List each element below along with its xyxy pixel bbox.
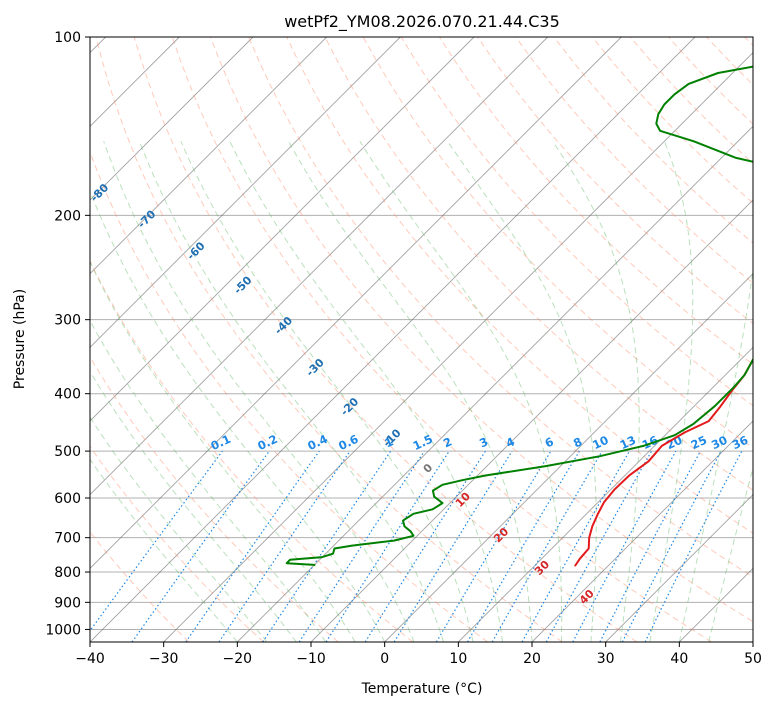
- mixing-ratio-line: [325, 450, 450, 642]
- y-tick-label: 400: [54, 387, 81, 403]
- background-lines: [90, 37, 753, 642]
- moist-adiabat-line: [90, 458, 238, 642]
- x-tick-label: 20: [523, 651, 541, 667]
- moist-adiabat-line: [103, 141, 415, 642]
- isotherm-line: [237, 125, 753, 642]
- x-tick-label: −10: [296, 651, 326, 667]
- dry-adiabat-line: [90, 356, 339, 642]
- dry-adiabat-line: [95, 37, 563, 642]
- isotherm-line: [384, 273, 753, 642]
- isotherm-line: [531, 420, 753, 642]
- mixing-ratio-line: [218, 450, 351, 642]
- moist-adiabat-line: [90, 260, 356, 642]
- moist-adiabat-line: [649, 141, 694, 642]
- x-axis-title: Temperature (°C): [361, 681, 483, 697]
- isotherm-line: [163, 52, 753, 642]
- dry-adiabat-line: [171, 37, 712, 642]
- mixing-ratio-line: [393, 450, 513, 642]
- isotherm-line: [310, 199, 753, 642]
- dry-adiabat-line: [90, 259, 414, 642]
- x-tick-label: 0: [380, 651, 389, 667]
- mixing-ratio-line: [521, 450, 631, 642]
- dry-adiabat-line: [133, 37, 638, 642]
- dry-adiabat-line: [324, 37, 753, 491]
- mixing-ratio-line: [90, 450, 223, 632]
- dry-adiabat-line: [286, 37, 753, 534]
- mixing-ratio-line: [131, 450, 270, 642]
- isotherm-line: [90, 37, 254, 201]
- isotherm-line: [90, 37, 401, 348]
- y-tick-label: 300: [54, 313, 81, 329]
- chart-title: wetPf2_YM08.2026.070.21.44.C35: [284, 12, 560, 32]
- x-tick-label: −40: [75, 651, 105, 667]
- dewpoint-profile-line: [285, 65, 753, 566]
- isotherm-line: [90, 37, 327, 275]
- moist-adiabat-line: [90, 319, 327, 642]
- isotherm-line: [90, 37, 622, 569]
- isotherm-line: [605, 494, 753, 642]
- x-tick-label: 30: [597, 651, 615, 667]
- moist-adiabat-line: [288, 141, 533, 642]
- mixing-ratio-label: 16: [640, 433, 660, 452]
- plot-frame: [89, 36, 754, 643]
- dry-adiabat-line: [248, 37, 753, 578]
- temperature-profile-line: [574, 357, 753, 567]
- mixing-ratio-line: [298, 450, 425, 642]
- moist-adiabat-line: [552, 141, 640, 642]
- y-tick-label: 800: [54, 565, 81, 581]
- y-axis-title: Pressure (hPa): [12, 289, 28, 389]
- x-tick-label: −20: [223, 651, 253, 667]
- isotherm-line: [90, 37, 548, 496]
- y-tick-label: 600: [54, 491, 81, 507]
- moist-adiabat-line: [138, 141, 445, 642]
- y-tick-label: 1000: [45, 622, 81, 638]
- moist-adiabat-line: [708, 466, 753, 642]
- moist-adiabat-line: [678, 265, 753, 642]
- y-tick-label: 700: [54, 531, 81, 547]
- dry-adiabat-line: [515, 37, 753, 284]
- mixing-ratio-line: [644, 450, 743, 642]
- axes: −40 −30 −20 −10 0 10 20 30 40 50 100 200 300 400 500 60…: [45, 30, 762, 667]
- isotherm-line: [458, 346, 753, 642]
- mixing-ratio-label: 30: [709, 433, 729, 452]
- dry-adiabat-line: [90, 445, 264, 642]
- mixing-ratio-line: [572, 450, 677, 642]
- moist-adiabat-line: [180, 141, 474, 642]
- x-tick-label: 40: [670, 651, 688, 667]
- moist-adiabat-line: [90, 189, 386, 642]
- isotherm-line: [90, 37, 475, 422]
- mixing-ratio-line: [545, 450, 653, 642]
- x-tick-label: 50: [744, 651, 762, 667]
- moist-adiabat-line: [90, 370, 297, 642]
- isotherm-line: [90, 37, 696, 642]
- mixing-ratio-line: [185, 450, 320, 642]
- y-tick-label: 900: [54, 595, 81, 611]
- moist-adiabat-line: [229, 141, 503, 642]
- x-tick-label: 10: [449, 651, 467, 667]
- y-tick-label: 500: [54, 444, 81, 460]
- dry-adiabat-line: [210, 37, 753, 623]
- data-series: [285, 65, 753, 567]
- y-tick-label: 100: [54, 30, 81, 46]
- moist-adiabat-line: [447, 141, 597, 642]
- y-tick-label: 200: [54, 208, 81, 224]
- mixing-ratio-label: 25: [689, 433, 709, 452]
- mixing-ratio-label: 36: [730, 433, 750, 452]
- moist-adiabat-line: [90, 416, 268, 642]
- grid-layer: [90, 36, 753, 630]
- x-tick-label: −30: [149, 651, 179, 667]
- mixing-ratio-label: 13: [618, 433, 638, 452]
- mixing-ratio-line: [262, 450, 392, 642]
- moist-adiabat-line: [359, 141, 563, 642]
- mixing-ratio-label: 10: [590, 433, 610, 452]
